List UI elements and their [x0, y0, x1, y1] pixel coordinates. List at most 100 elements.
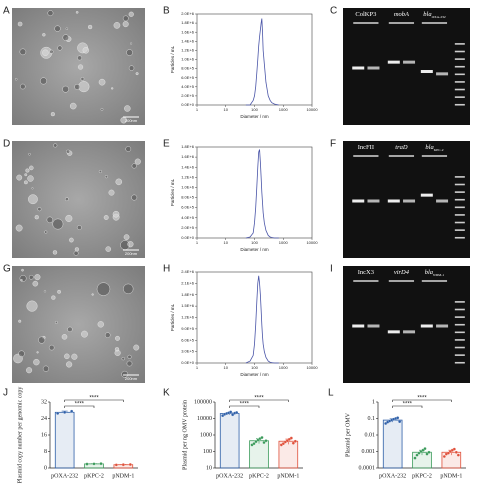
y-tick-label: 2.1E+6	[181, 280, 195, 285]
vesicle	[53, 143, 58, 148]
y-tick-label: 6.0E+5	[181, 337, 195, 342]
vesicle	[19, 48, 27, 56]
lane-label-main: ColKP3	[355, 11, 376, 18]
band	[387, 330, 400, 334]
y-tick-label: 100000	[194, 399, 212, 405]
vesicle	[62, 85, 69, 93]
vesicle	[103, 215, 109, 220]
vesicle	[96, 282, 111, 296]
lane-label-sub: KPC-2	[434, 148, 444, 152]
panel-letter: G	[3, 264, 11, 275]
vesicle	[15, 224, 23, 232]
vesicle	[34, 274, 41, 281]
vesicle	[127, 241, 134, 248]
y-tick-label: 0.01	[365, 432, 376, 438]
panel-letter: F	[330, 139, 336, 150]
y-axis-label: Plasmid copy number per genomic copy	[17, 387, 23, 484]
vesicle	[36, 351, 39, 354]
vesicle	[128, 65, 135, 71]
vesicle	[67, 326, 73, 332]
scale-label: 200nm	[125, 251, 138, 256]
vesicle	[57, 45, 63, 51]
vesicle	[114, 349, 121, 356]
vesicle	[18, 319, 22, 323]
y-tick-label: 1.5E+6	[181, 303, 195, 308]
vesicle	[52, 218, 64, 230]
significance-bracket	[392, 405, 423, 408]
replicate-point	[442, 454, 446, 458]
vesicle	[65, 214, 73, 222]
y-tick-label: 0.0E+0	[181, 235, 195, 240]
replicate-point	[121, 463, 125, 467]
x-axis-label: Diameter / nm	[240, 114, 269, 119]
panel-letter: A	[3, 6, 10, 17]
y-tick-label: 1000	[200, 432, 212, 438]
x-tick-label: pOXA-232	[216, 473, 243, 479]
ladder-band	[454, 73, 465, 76]
replicate-point	[229, 410, 233, 414]
replicate-point	[252, 442, 256, 446]
band	[403, 330, 416, 334]
vesicle	[66, 149, 71, 154]
vesicle	[40, 77, 47, 85]
vesicle	[74, 247, 79, 252]
y-tick-label: 3.0E+5	[181, 349, 195, 354]
panel-letter: E	[163, 139, 170, 150]
band	[387, 199, 400, 203]
replicate-point	[291, 441, 295, 445]
band	[387, 60, 400, 64]
vesicle	[115, 335, 120, 341]
x-tick-label: pKPC-2	[84, 473, 104, 479]
y-tick-label: 1.4E+6	[181, 38, 195, 43]
lane-label-main: bla	[423, 11, 431, 18]
bar	[382, 419, 403, 469]
replicate-point	[85, 462, 89, 466]
lane-label: virD4	[394, 269, 410, 276]
ladder-band	[454, 50, 465, 53]
y-tick-label: 8.0E+5	[181, 195, 195, 200]
y-tick-label: 0.0E+0	[181, 360, 195, 365]
ladder-band	[454, 103, 465, 106]
significance-bracket	[229, 399, 289, 402]
vesicle	[121, 357, 125, 361]
band	[352, 324, 365, 328]
vesicle	[15, 78, 18, 81]
vesicle	[65, 27, 69, 30]
y-tick-label: 1.8E+6	[181, 292, 195, 297]
vesicle	[91, 293, 94, 296]
y-tick-label: 32	[41, 399, 47, 405]
x-tick-label: pNDM-1	[277, 473, 299, 479]
y-axis-label: Plasmid per OMV	[345, 412, 351, 457]
y-tick-label: 1.6E+6	[181, 154, 195, 159]
vesicle	[122, 15, 129, 22]
replicate-point	[415, 453, 419, 457]
replicate-point	[456, 453, 460, 457]
lane-label-sub: OXA-232	[432, 15, 446, 19]
size-distribution	[245, 275, 279, 364]
replicate-point	[281, 442, 285, 446]
vesicle	[100, 108, 104, 111]
vesicle	[62, 34, 69, 41]
vesicle	[31, 187, 34, 190]
replicate-point	[260, 436, 264, 440]
vesicle	[34, 215, 39, 220]
vesicle	[42, 33, 46, 37]
vesicle	[125, 146, 132, 152]
ladder-band	[454, 183, 465, 186]
ladder-band	[454, 354, 465, 356]
panel-letter: D	[3, 139, 10, 150]
band	[403, 60, 416, 64]
vesicle	[57, 289, 61, 294]
y-tick-label: 2.0E+6	[181, 11, 195, 16]
vesicle	[71, 353, 78, 360]
vesicle	[111, 87, 114, 90]
ladder-band	[454, 176, 465, 178]
band	[420, 324, 433, 328]
band	[367, 199, 380, 203]
ladder-band	[454, 308, 465, 311]
x-tick-label: 100	[251, 365, 258, 370]
vesicle	[98, 170, 102, 174]
lane-label-main: mobA	[394, 11, 409, 18]
y-tick-label: 1.2E+6	[181, 174, 195, 179]
